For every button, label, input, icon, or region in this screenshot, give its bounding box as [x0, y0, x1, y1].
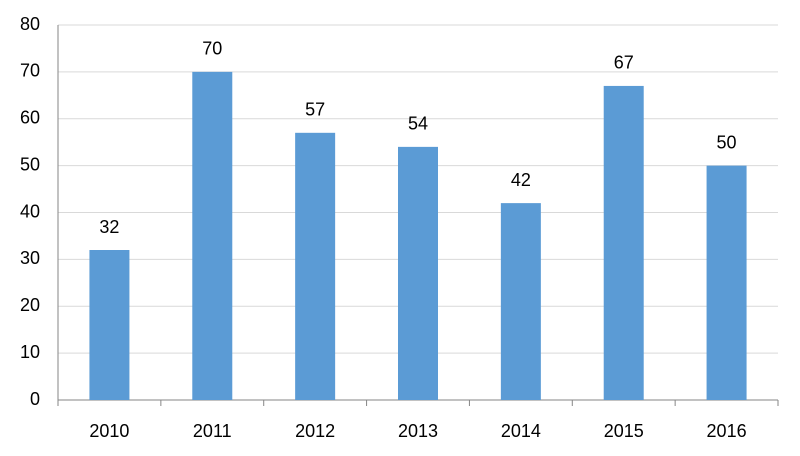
- x-tick-label: 2010: [89, 421, 129, 441]
- x-tick-label: 2011: [193, 421, 232, 441]
- bar: [500, 203, 541, 400]
- bar: [295, 132, 336, 400]
- y-tick-label: 40: [20, 201, 40, 221]
- data-label: 70: [202, 39, 222, 59]
- data-label: 50: [717, 132, 737, 152]
- y-tick-label: 50: [20, 154, 40, 174]
- bar: [603, 85, 644, 400]
- data-label: 57: [305, 100, 325, 120]
- x-tick-label: 2015: [604, 421, 644, 441]
- data-label: 67: [614, 53, 634, 73]
- bar: [706, 165, 747, 400]
- data-label: 42: [511, 170, 531, 190]
- x-tick-label: 2016: [707, 421, 747, 441]
- y-tick-label: 70: [20, 61, 40, 81]
- data-label: 54: [408, 114, 428, 134]
- x-tick-label: 2012: [295, 421, 335, 441]
- bar: [192, 71, 233, 400]
- y-tick-label: 80: [20, 14, 40, 34]
- x-tick-label: 2014: [501, 421, 541, 441]
- y-tick-label: 20: [20, 295, 40, 315]
- y-tick-label: 0: [30, 389, 40, 409]
- data-label: 32: [99, 217, 119, 237]
- y-tick-label: 30: [20, 248, 40, 268]
- bar: [89, 250, 130, 400]
- x-tick-label: 2013: [398, 421, 438, 441]
- y-tick-label: 10: [20, 342, 40, 362]
- y-tick-label: 60: [20, 108, 40, 128]
- bar: [398, 146, 438, 400]
